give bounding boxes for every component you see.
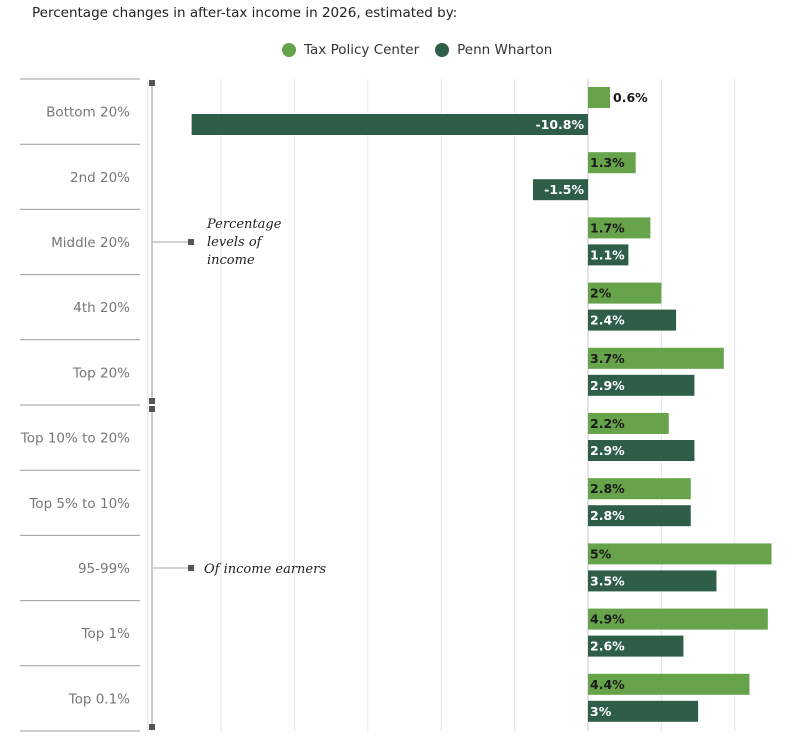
bar-penn-wharton [532,179,588,201]
bar-tax-policy-center [588,347,724,369]
data-label: 2.2% [590,416,625,431]
data-label: 2.4% [590,313,625,328]
bar-tax-policy-center [588,543,772,565]
legend-swatch-tax-policy-center [282,43,296,57]
bracket-connector-marker [188,239,194,245]
labels: Bottom 20% 2nd 20% Middle 20% 4th 20% Top 20… [20,90,648,719]
bars [191,87,772,722]
bracket-end-marker [149,398,155,404]
bar-tax-policy-center [588,152,636,174]
data-label: 2% [590,286,612,301]
data-label: 3.5% [590,573,625,588]
data-label: 2.8% [590,481,625,496]
data-label: 2.6% [590,639,625,654]
data-label: 4.9% [590,612,625,627]
bar-penn-wharton [588,505,691,527]
category-label: Top 1% [81,626,131,642]
bar-tax-policy-center [588,413,669,434]
group-brackets [149,80,194,730]
bracket-connector-marker [188,565,194,571]
annotation-text: Of income earners [204,562,326,577]
data-label: 1.3% [590,155,625,170]
gridlines [147,79,736,731]
data-label: 3% [590,704,612,719]
bar-penn-wharton [191,114,588,135]
legend-label-penn-wharton: Penn Wharton [457,42,553,58]
category-label: Top 0.1% [68,691,131,707]
legend-swatch-penn-wharton [435,43,450,57]
bar-tax-policy-center [588,608,768,630]
bar-tax-policy-center [588,673,750,695]
legend: Tax Policy Center Penn Wharton [282,41,568,59]
bar-penn-wharton [588,309,677,331]
row-dividers [20,78,140,732]
data-label: 1.7% [590,220,625,235]
data-label: 2.9% [590,443,625,458]
data-label: 3.7% [590,351,625,366]
annotation-text: income [207,253,255,268]
bar-penn-wharton [588,700,699,722]
category-label: Middle 20% [51,235,130,251]
bar-penn-wharton [588,244,629,266]
bracket-end-marker [149,80,155,86]
bar-tax-policy-center [588,87,611,108]
category-label: Bottom 20% [46,105,130,121]
legend-item-tax-policy-center: Tax Policy Center [282,42,419,58]
chart-title: Percentage changes in after-tax income i… [32,5,458,21]
annotation-text: Percentage [206,217,282,232]
category-label: Top 10% to 20% [20,431,130,447]
category-label: Top 20% [72,365,130,381]
data-label: 2.9% [590,378,625,393]
category-label: 2nd 20% [70,170,130,186]
category-label: 95-99% [78,561,130,577]
bar-penn-wharton [588,635,684,657]
bar-penn-wharton [588,440,695,461]
data-label: 0.6% [613,90,648,105]
bracket-end-marker [149,724,155,730]
data-label: -10.8% [535,117,584,132]
bracket-end-marker [149,406,155,412]
bar-tax-policy-center [588,282,662,304]
legend-item-penn-wharton: Penn Wharton [435,42,552,58]
data-label: -1.5% [544,182,584,197]
category-label: 4th 20% [73,300,130,316]
data-label: 2.8% [590,508,625,523]
legend-label-tax-policy-center: Tax Policy Center [304,42,420,58]
bar-penn-wharton [588,570,717,592]
category-label: Top 5% to 10% [28,496,130,512]
annotation-text: levels of [207,235,264,250]
data-label: 1.1% [590,247,625,262]
data-label: 5% [590,546,612,561]
bar-tax-policy-center [588,478,691,500]
bar-tax-policy-center [588,217,651,239]
bar-penn-wharton [588,374,695,396]
data-label: 4.4% [590,677,625,692]
